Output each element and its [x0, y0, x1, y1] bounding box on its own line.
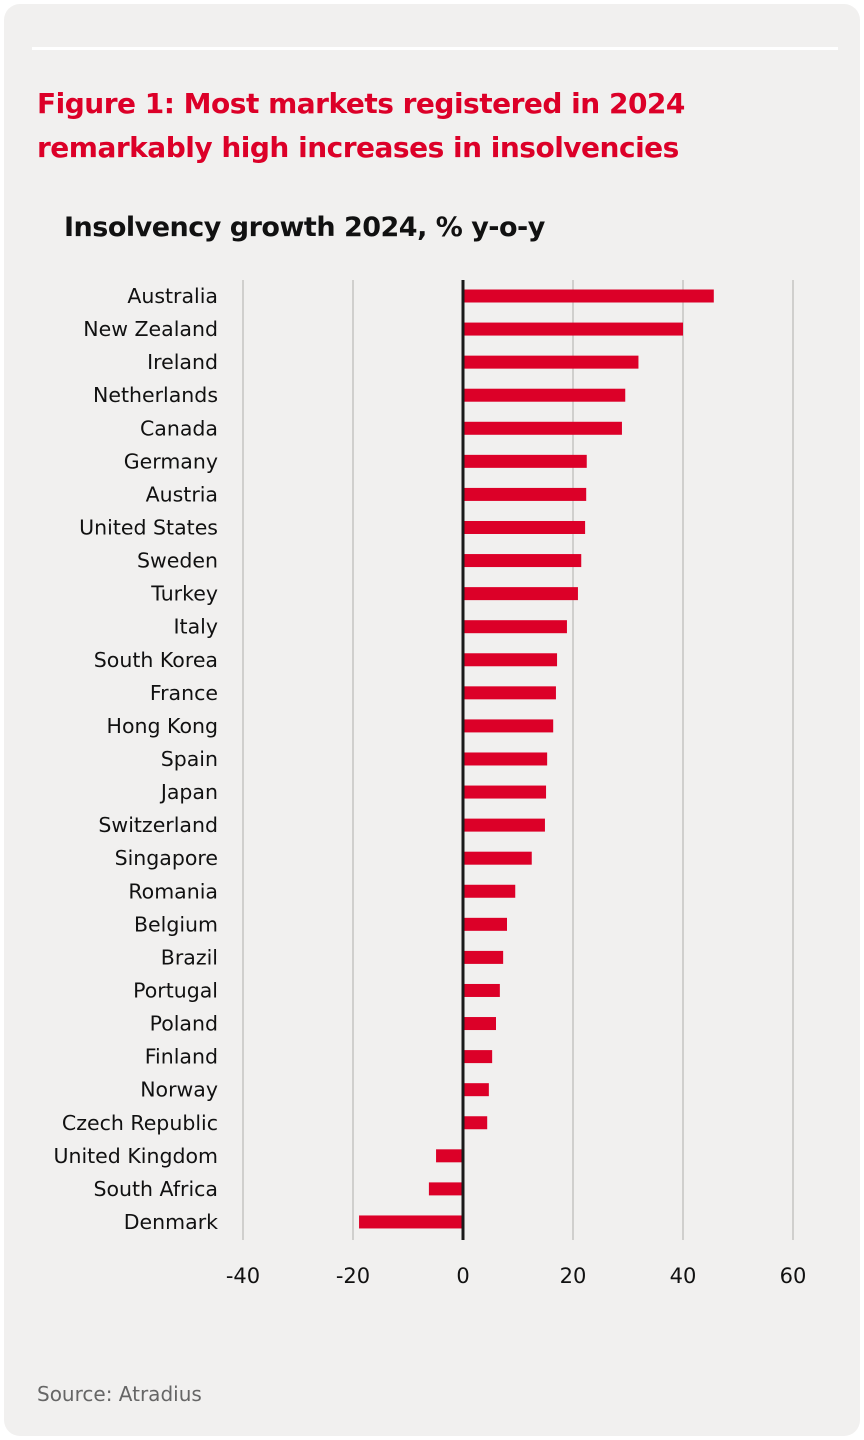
bar	[463, 388, 626, 402]
bar	[463, 752, 548, 766]
bar	[463, 1083, 489, 1097]
category-label: Romania	[128, 879, 218, 903]
category-label: South Africa	[93, 1177, 218, 1201]
category-label: Belgium	[134, 912, 218, 936]
chart-card: Figure 1: Most markets registered in 202…	[4, 4, 860, 1436]
bar	[463, 454, 587, 468]
chart-title: Insolvency growth 2024, % y-o-y	[64, 212, 545, 243]
category-label: Ireland	[147, 350, 218, 374]
category-label: Switzerland	[98, 813, 218, 837]
bar	[463, 620, 567, 634]
category-label: Japan	[159, 780, 218, 804]
category-label: Singapore	[115, 846, 218, 870]
x-tick-label: 60	[780, 1264, 807, 1288]
x-tick-label: -20	[336, 1264, 370, 1288]
source-note: Source: Atradius	[37, 1382, 202, 1406]
bar	[463, 983, 500, 997]
bar	[359, 1215, 463, 1229]
category-label: Sweden	[137, 549, 218, 573]
category-label: Australia	[127, 284, 218, 308]
category-label: South Korea	[94, 648, 218, 672]
bar	[436, 1149, 463, 1163]
category-label: Austria	[146, 482, 218, 506]
category-label: Turkey	[150, 582, 218, 606]
bar	[463, 289, 714, 303]
category-label: Poland	[150, 1012, 218, 1036]
x-tick-label: -40	[226, 1264, 260, 1288]
bar	[463, 851, 532, 865]
bar	[463, 520, 586, 534]
category-label: Germany	[124, 449, 218, 473]
bar	[428, 1182, 463, 1196]
bar	[463, 884, 516, 898]
category-label: Hong Kong	[107, 714, 218, 738]
bar	[463, 1116, 488, 1130]
bar	[463, 587, 578, 601]
bar	[463, 653, 558, 667]
bar	[463, 1050, 493, 1064]
category-label: Italy	[174, 615, 218, 639]
bar	[463, 818, 545, 832]
bar-chart: -40 -20 0 20 40 60 Australia New Zealand Ireland…	[53, 280, 807, 1288]
bar	[463, 950, 504, 964]
category-label: Brazil	[161, 945, 218, 969]
bar	[463, 785, 547, 799]
category-label: Norway	[140, 1078, 218, 1102]
category-label: United Kingdom	[53, 1144, 218, 1168]
bar	[463, 686, 556, 700]
category-label: New Zealand	[83, 317, 218, 341]
category-label: Portugal	[133, 978, 218, 1002]
x-tick-label: 20	[560, 1264, 587, 1288]
category-label: Denmark	[124, 1210, 218, 1234]
bar	[463, 487, 587, 501]
bar	[463, 554, 582, 568]
figure-title: Figure 1: Most markets registered in 202…	[37, 87, 685, 164]
top-divider	[32, 47, 838, 50]
x-tick-label: 0	[456, 1264, 469, 1288]
bar	[463, 322, 683, 336]
bar	[463, 1017, 496, 1031]
bar	[463, 421, 622, 435]
category-label: Finland	[145, 1045, 218, 1069]
category-label: Canada	[140, 416, 218, 440]
x-tick-label: 40	[670, 1264, 697, 1288]
category-label: Spain	[161, 747, 218, 771]
bar	[463, 719, 554, 733]
bar	[463, 917, 507, 931]
category-label: Czech Republic	[62, 1111, 218, 1135]
bar	[463, 355, 639, 369]
category-label: Netherlands	[93, 383, 218, 407]
category-label: United States	[79, 515, 218, 539]
category-label: France	[150, 681, 218, 705]
